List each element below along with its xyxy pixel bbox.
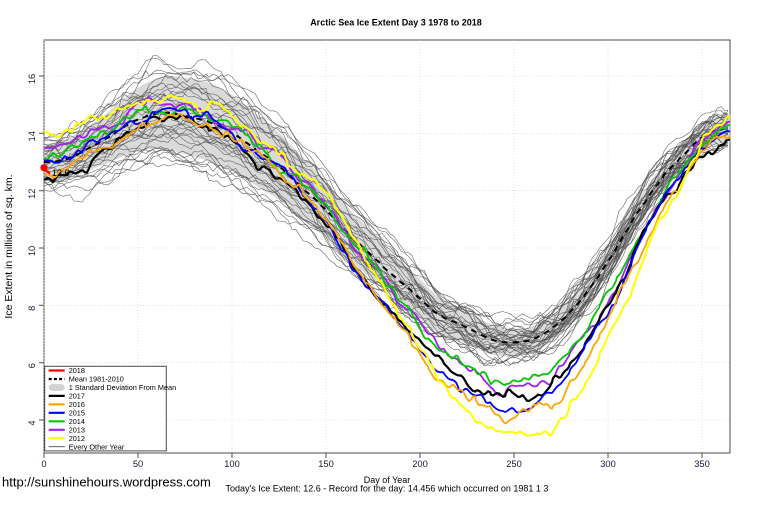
svg-text:http://sunshinehours.wordpress: http://sunshinehours.wordpress.com	[2, 475, 211, 490]
svg-text:Arctic Sea Ice Extent Day 3 19: Arctic Sea Ice Extent Day 3 1978 to 2018	[310, 18, 482, 28]
svg-text:4: 4	[27, 420, 37, 425]
svg-text:12.6: 12.6	[52, 168, 70, 178]
svg-text:6: 6	[27, 363, 37, 368]
svg-text:8: 8	[27, 306, 37, 311]
svg-text:200: 200	[412, 459, 428, 469]
svg-text:350: 350	[694, 459, 710, 469]
svg-text:100: 100	[224, 459, 240, 469]
svg-text:12: 12	[27, 189, 37, 199]
svg-text:300: 300	[600, 459, 616, 469]
svg-text:Every Other Year: Every Other Year	[69, 442, 125, 451]
svg-text:Ice Extent in millions of sq.: Ice Extent in millions of sq. km.	[3, 174, 15, 318]
svg-text:10: 10	[27, 246, 37, 256]
svg-text:150: 150	[318, 459, 334, 469]
svg-text:0: 0	[41, 459, 46, 469]
svg-text:Today's Ice Extent: 12.6 - Re: Today's Ice Extent: 12.6 - Record for th…	[226, 484, 549, 494]
svg-text:50: 50	[133, 459, 143, 469]
svg-text:16: 16	[27, 74, 37, 84]
svg-text:14: 14	[27, 131, 37, 141]
svg-text:250: 250	[506, 459, 522, 469]
